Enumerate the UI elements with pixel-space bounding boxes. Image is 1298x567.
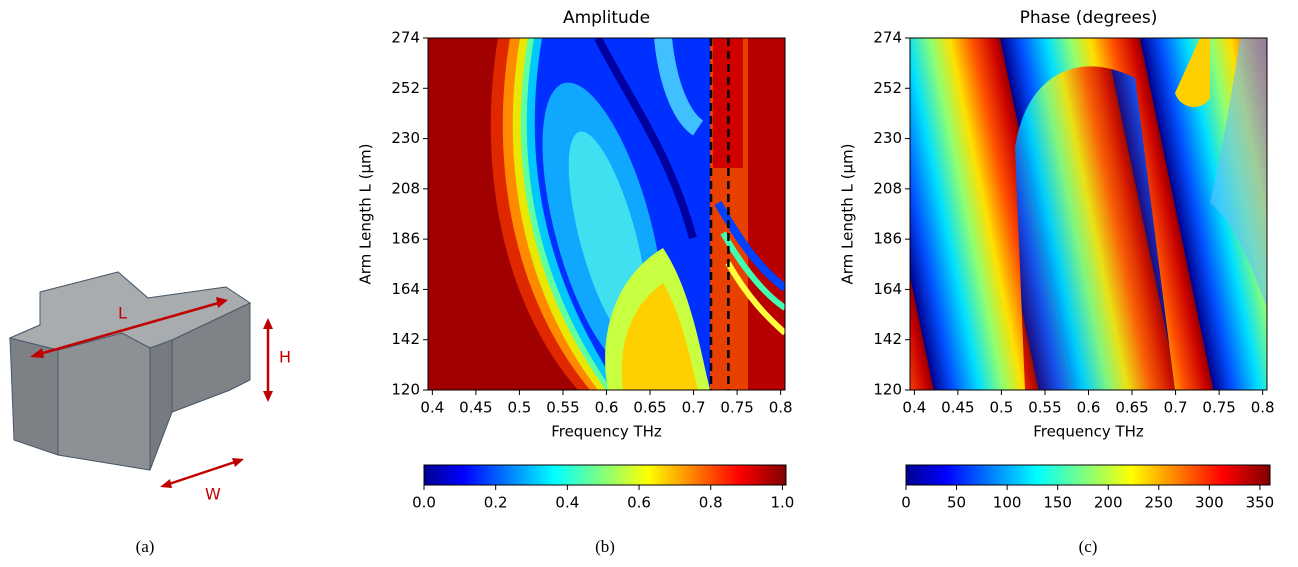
x-tick-label: 0.45 xyxy=(459,399,492,417)
colorbar-tick-label: 50 xyxy=(947,494,966,512)
y-tick-label: 164 xyxy=(391,280,420,298)
y-tick-label: 164 xyxy=(873,280,902,298)
width-label: W xyxy=(205,485,221,504)
colorbar-tick-label: 350 xyxy=(1246,494,1275,512)
colorbar-tick-label: 0.4 xyxy=(555,494,579,512)
x-tick-label: 0.65 xyxy=(633,399,666,417)
x-tick-label: 0.5 xyxy=(989,399,1013,417)
y-axis-label: Arm Length L (μm) xyxy=(839,143,857,284)
colorbar-tick-label: 150 xyxy=(1043,494,1072,512)
colorbar-tick-label: 0.6 xyxy=(627,494,651,512)
colorbar-tick-label: 200 xyxy=(1094,494,1123,512)
x-tick-label: 0.8 xyxy=(1251,399,1275,417)
y-tick-label: 142 xyxy=(391,330,420,348)
x-tick-label: 0.75 xyxy=(1202,399,1235,417)
colorbar xyxy=(423,464,787,486)
chart-title: Amplitude xyxy=(563,8,650,28)
caption: (c) xyxy=(1079,537,1098,556)
length-label: L xyxy=(118,304,127,323)
y-tick-label: 186 xyxy=(391,230,420,248)
height-label: H xyxy=(279,348,291,367)
phase-map xyxy=(910,38,1267,390)
amplitude-map xyxy=(428,38,785,390)
y-tick-label: 230 xyxy=(873,129,902,147)
x-axis-label: Frequency THz xyxy=(551,423,662,441)
colorbar-tick-label: 0.2 xyxy=(484,494,508,512)
dimension-arrows xyxy=(30,297,273,488)
colorbar-tick-label: 100 xyxy=(993,494,1022,512)
x-tick-label: 0.45 xyxy=(941,399,974,417)
x-axis-label: Frequency THz xyxy=(1033,423,1144,441)
x-tick-label: 0.8 xyxy=(769,399,793,417)
caption: (a) xyxy=(136,537,155,556)
x-tick-label: 0.7 xyxy=(1164,399,1188,417)
y-tick-label: 274 xyxy=(873,29,902,47)
y-tick-label: 142 xyxy=(873,330,902,348)
caption: (b) xyxy=(595,537,615,556)
y-tick-label: 230 xyxy=(391,129,420,147)
chart-title: Phase (degrees) xyxy=(1020,8,1158,28)
colorbar-tick-label: 0 xyxy=(901,494,911,512)
x-tick-label: 0.65 xyxy=(1115,399,1148,417)
x-tick-label: 0.6 xyxy=(595,399,619,417)
y-tick-label: 186 xyxy=(873,230,902,248)
x-tick-label: 0.7 xyxy=(682,399,706,417)
y-tick-label: 120 xyxy=(873,381,902,399)
y-tick-label: 120 xyxy=(391,381,420,399)
x-tick-label: 0.4 xyxy=(902,399,926,417)
x-tick-label: 0.55 xyxy=(1028,399,1061,417)
cross-schematic xyxy=(8,271,252,471)
y-tick-label: 252 xyxy=(873,79,902,97)
y-tick-label: 274 xyxy=(391,29,420,47)
colorbar-tick-label: 1.0 xyxy=(770,494,794,512)
colorbar-tick-label: 250 xyxy=(1144,494,1173,512)
x-tick-label: 0.5 xyxy=(507,399,531,417)
y-axis-label: Arm Length L (μm) xyxy=(357,143,375,284)
x-tick-label: 0.4 xyxy=(420,399,444,417)
x-tick-label: 0.75 xyxy=(720,399,753,417)
colorbar-tick-label: 300 xyxy=(1195,494,1224,512)
y-tick-label: 208 xyxy=(391,179,420,197)
colorbar xyxy=(905,464,1271,486)
colorbar-tick-label: 0.8 xyxy=(699,494,723,512)
y-tick-label: 252 xyxy=(391,79,420,97)
y-tick-label: 208 xyxy=(873,179,902,197)
x-tick-label: 0.55 xyxy=(546,399,579,417)
colorbar-tick-label: 0.0 xyxy=(412,494,436,512)
x-tick-label: 0.6 xyxy=(1077,399,1101,417)
